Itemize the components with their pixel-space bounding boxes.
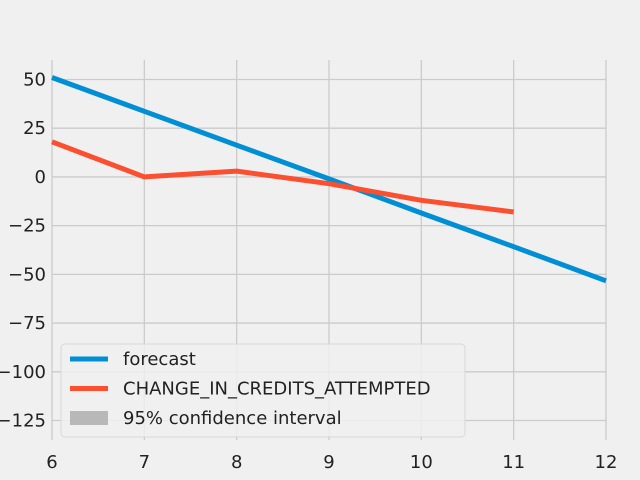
series-line-forecast (51, 75, 607, 284)
x-tick-label: 8 (231, 452, 242, 473)
y-tick-label: −25 (8, 216, 46, 237)
x-tick-label: 10 (410, 452, 433, 473)
y-tick-label: −75 (8, 313, 46, 334)
y-tick-label: 0 (35, 167, 46, 188)
legend-swatch (70, 411, 108, 425)
legend-label: 95% confidence interval (123, 408, 342, 429)
x-tick-label: 12 (595, 452, 618, 473)
y-axis-ticks: 50 25 0 −25 −50 −75 −100 −125 (0, 69, 46, 431)
x-tick-label: 11 (502, 452, 525, 473)
y-tick-label: 50 (23, 69, 46, 90)
series-lines (51, 75, 607, 284)
x-tick-label: 7 (139, 452, 150, 473)
x-tick-label: 6 (46, 452, 57, 473)
y-tick-label: 25 (23, 118, 46, 139)
x-tick-label: 9 (323, 452, 334, 473)
x-axis-ticks: 6 7 8 9 10 11 12 (46, 452, 617, 473)
legend-label: forecast (123, 349, 196, 370)
series-line-actual (51, 139, 515, 215)
y-tick-label: −50 (8, 264, 46, 285)
legend-label: CHANGE_IN_CREDITS_ATTEMPTED (123, 379, 431, 400)
legend-box (60, 343, 466, 438)
legend: forecast CHANGE_IN_CREDITS_ATTEMPTED 95% c… (60, 343, 466, 438)
y-tick-label: −125 (0, 411, 46, 432)
y-tick-label: −100 (0, 362, 46, 383)
